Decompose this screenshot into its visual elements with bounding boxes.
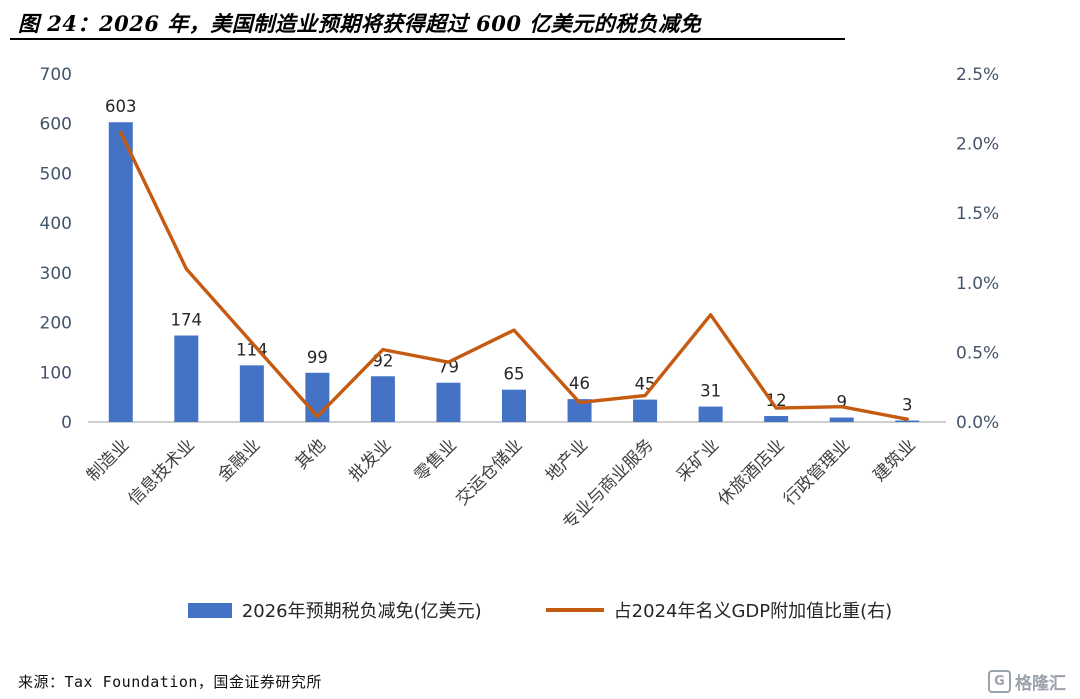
bar-value-label: 114: [236, 340, 268, 359]
bar-value-label: 46: [569, 374, 590, 393]
category-label: 建筑业: [870, 435, 920, 485]
left-axis-tick-label: 100: [40, 363, 72, 383]
combo-chart: 0 100 200 300 400 500 600 700 0.0% 0.5% 1.0% 1.5% 2.…: [40, 65, 1000, 534]
bar: [698, 406, 723, 422]
left-axis-tick-label: 500: [40, 164, 72, 184]
bar-series-label: 2026年预期税负减免(亿美元): [241, 601, 482, 622]
category-label: 行政管理业: [780, 435, 854, 509]
bar: [239, 365, 264, 422]
legend-item-line-series: 占2024年名义GDP附加值比重(右): [545, 597, 893, 623]
source-note: 来源：Tax Foundation，国金证券研究所: [18, 673, 322, 691]
category-label: 交运仓储业: [452, 435, 526, 509]
left-axis-tick-label: 200: [40, 314, 72, 334]
legend-item-bar-series: 2026年预期税负减免(亿美元): [187, 597, 482, 623]
bar-value-label: 99: [307, 348, 328, 367]
chart-legend: 2026年预期税负减免(亿美元) 占2024年名义GDP附加值比重(右): [0, 597, 1080, 623]
bar: [108, 122, 133, 423]
left-axis-tick-label: 700: [40, 65, 72, 85]
bar-value-label: 9: [836, 393, 847, 412]
line-series-label: 占2024年名义GDP附加值比重(右): [613, 601, 893, 622]
left-axis-tick-label: 0: [61, 413, 72, 433]
bar: [829, 417, 854, 422]
category-label: 地产业: [542, 435, 592, 485]
bar: [764, 416, 789, 422]
bar-value-label: 65: [504, 365, 525, 384]
gelonghui-logo-text: 格隆汇: [1015, 674, 1066, 694]
left-axis-tick-label: 400: [40, 214, 72, 234]
category-label: 信息技术业: [125, 435, 199, 509]
right-axis-tick-label: 0.0%: [956, 413, 999, 433]
bar-series-swatch: [187, 602, 232, 618]
right-axis-tick-label: 1.0%: [956, 274, 999, 294]
gelonghui-logo: G 格隆汇: [988, 669, 1066, 694]
bar: [436, 382, 461, 422]
bar: [895, 420, 920, 422]
bar: [502, 389, 526, 422]
category-label: 休旅酒店业: [714, 435, 788, 509]
category-label: 制造业: [83, 435, 133, 485]
bar: [370, 376, 395, 422]
line-series-swatch: [545, 608, 604, 612]
category-label: 其他: [292, 435, 330, 473]
bar-value-label: 603: [105, 97, 137, 116]
title-underline: [10, 38, 845, 40]
left-axis-tick-label: 300: [40, 264, 72, 284]
right-axis-tick-label: 2.0%: [956, 135, 999, 155]
category-label: 零售业: [411, 435, 461, 485]
bar: [567, 399, 592, 422]
bar-value-label: 3: [902, 396, 913, 415]
bar: [174, 335, 199, 422]
bar-value-label: 174: [171, 310, 203, 329]
chart-title: 图 24：2026 年，美国制造业预期将获得超过 600 亿美元的税负减免: [18, 11, 702, 36]
bar-value-label: 12: [766, 391, 787, 410]
right-axis-tick-label: 2.5%: [956, 65, 999, 85]
gdp-share-line: [119, 130, 909, 421]
right-axis-tick-label: 0.5%: [956, 343, 999, 363]
bar-value-label: 31: [700, 382, 721, 401]
category-label: 批发业: [345, 435, 395, 485]
gelonghui-logo-icon: G: [988, 670, 1011, 693]
left-axis-tick-label: 600: [40, 115, 72, 135]
category-label: 金融业: [214, 435, 264, 485]
bar: [305, 372, 330, 422]
category-label: 采矿业: [673, 435, 723, 485]
bar-value-label: 92: [372, 351, 393, 370]
right-axis-tick-label: 1.5%: [956, 204, 999, 224]
bar: [633, 399, 658, 422]
